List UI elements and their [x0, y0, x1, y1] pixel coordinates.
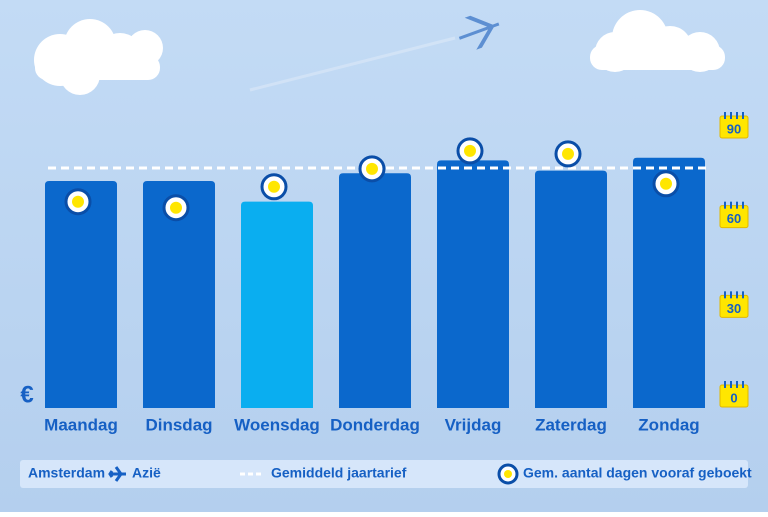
- dot-center: [72, 195, 84, 208]
- x-tick-label: Vrijdag: [445, 415, 502, 434]
- dot: [456, 137, 484, 165]
- x-tick-label: Woensdag: [234, 415, 320, 434]
- x-tick-label: Zondag: [638, 415, 699, 434]
- legend: [20, 460, 748, 488]
- bar: [45, 180, 117, 408]
- y2-tick: 90: [719, 112, 749, 139]
- y2-tick-label: 60: [727, 211, 741, 226]
- calendar-icon: [719, 384, 749, 408]
- dot: [260, 173, 288, 201]
- dot: [358, 155, 386, 183]
- dot-center: [170, 201, 182, 214]
- bar: [241, 201, 313, 408]
- y2-tick-label: 0: [730, 390, 737, 405]
- contrail: [249, 36, 456, 92]
- bar: [339, 173, 411, 408]
- legend-label: Gemiddeld jaartarief: [271, 465, 407, 481]
- y2-tick-label: 90: [727, 121, 741, 136]
- dot: [554, 140, 582, 168]
- y2-tick: 30: [719, 291, 749, 318]
- dot-center: [660, 177, 672, 190]
- calendar-icon: [719, 115, 749, 139]
- dot-center: [366, 162, 378, 175]
- calendar-icon: [719, 205, 749, 229]
- dot-center: [464, 144, 476, 157]
- calendar-icon: [719, 294, 749, 318]
- x-tick-label: Maandag: [44, 415, 118, 434]
- dot-center: [562, 147, 574, 160]
- bar: [143, 180, 215, 408]
- bar: [437, 160, 509, 408]
- y2-tick-label: 30: [727, 301, 741, 316]
- plot: 0 30 60 90 Maandag Dinsdag Woensdag Donderdag Vr…: [44, 112, 749, 434]
- legend-dot-swatch: [504, 470, 512, 478]
- y2-tick: 60: [719, 201, 749, 229]
- legend-label: Gem. aantal dagen vooraf geboekt: [523, 465, 752, 481]
- x-tick-label: Donderdag: [330, 415, 420, 434]
- bar: [633, 157, 705, 408]
- legend-route-from: Amsterdam: [28, 465, 105, 481]
- clouds: [34, 10, 725, 95]
- plane-icon: [458, 15, 500, 50]
- x-tick-label: Zaterdag: [535, 415, 607, 434]
- y2-tick: 0: [719, 381, 749, 408]
- dot: [162, 194, 190, 222]
- dot-center: [268, 180, 280, 193]
- dot: [652, 170, 680, 198]
- x-tick-label: Dinsdag: [145, 415, 212, 434]
- dot: [64, 188, 92, 216]
- y-axis-label: €: [20, 381, 33, 408]
- plane-icon: [108, 466, 126, 482]
- bar: [535, 170, 607, 408]
- legend-route-to: Azië: [132, 465, 161, 481]
